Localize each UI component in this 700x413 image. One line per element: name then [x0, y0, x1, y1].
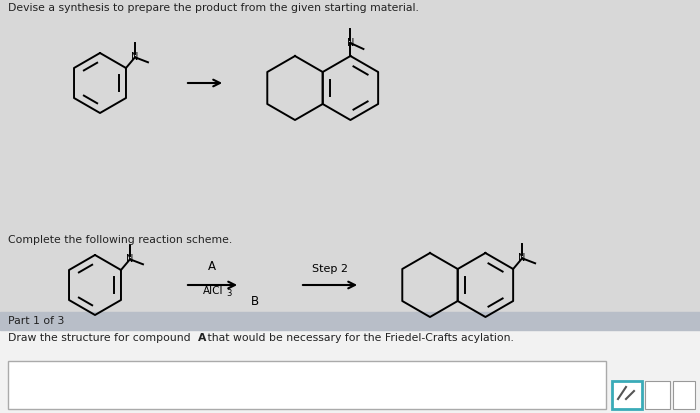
Text: B: B: [251, 295, 259, 308]
Text: N: N: [132, 52, 139, 62]
Text: N: N: [126, 254, 134, 264]
Text: Devise a synthesis to prepare the product from the given starting material.: Devise a synthesis to prepare the produc…: [8, 3, 419, 13]
Text: Complete the following reaction scheme.: Complete the following reaction scheme.: [8, 235, 232, 245]
Bar: [673, 381, 695, 409]
Text: Step 2: Step 2: [312, 264, 348, 274]
Text: that would be necessary for the Friedel-Crafts acylation.: that would be necessary for the Friedel-…: [204, 333, 514, 343]
Bar: [612, 381, 642, 409]
Text: Draw the structure for compound: Draw the structure for compound: [8, 333, 194, 343]
Text: AlCl: AlCl: [203, 286, 223, 296]
Text: A: A: [208, 260, 216, 273]
Text: A: A: [198, 333, 206, 343]
Text: 3: 3: [226, 289, 232, 298]
Bar: [8, 361, 606, 409]
Bar: [0, 318, 700, 413]
Text: N: N: [346, 38, 354, 48]
Text: N: N: [519, 253, 526, 263]
Text: Part 1 of 3: Part 1 of 3: [8, 316, 64, 326]
Bar: [0, 312, 700, 330]
Bar: [645, 381, 670, 409]
